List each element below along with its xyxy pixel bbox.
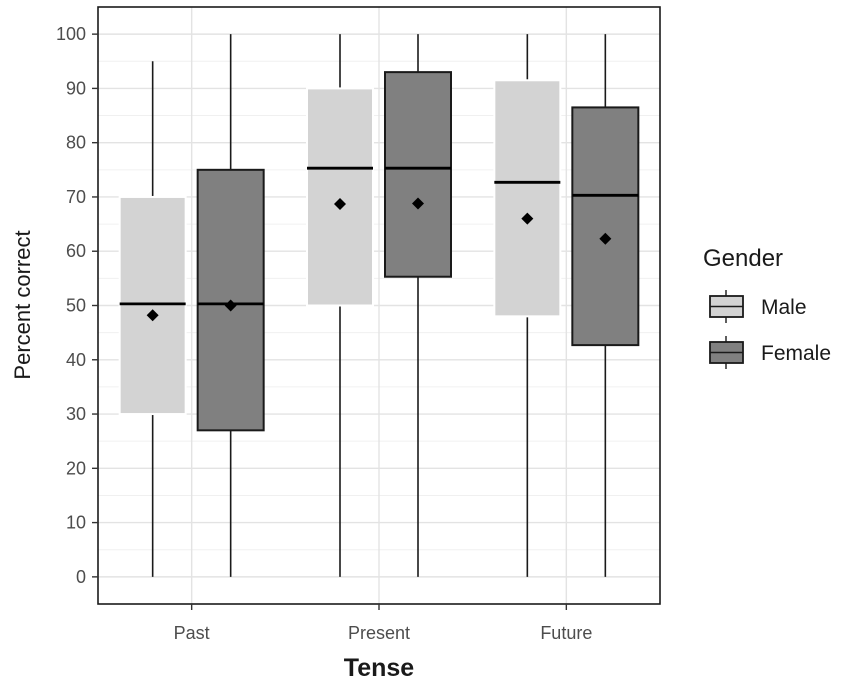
- y-tick-label: 20: [66, 458, 86, 478]
- y-tick-label: 60: [66, 241, 86, 261]
- mean-marker: [412, 197, 424, 210]
- box-series: [118, 34, 640, 577]
- y-tick-label: 70: [66, 187, 86, 207]
- box-body: [306, 87, 374, 307]
- mean-marker: [599, 232, 612, 245]
- box-body: [384, 71, 452, 278]
- legend: Gender Male Female: [703, 245, 831, 369]
- mean-marker: [146, 309, 159, 322]
- box-female-past: [196, 34, 265, 577]
- box-male-future: [493, 34, 562, 577]
- box-body: [571, 106, 640, 347]
- mean-marker: [521, 212, 534, 225]
- y-axis-title: Percent correct: [10, 230, 35, 379]
- legend-keys: Male Female: [709, 290, 831, 369]
- box-body: [118, 195, 187, 416]
- x-tick-label: Past: [174, 623, 210, 643]
- box-male-past: [118, 61, 187, 577]
- y-tick-label: 50: [66, 296, 86, 316]
- legend-title: Gender: [703, 245, 783, 272]
- y-tick-label: 80: [66, 133, 86, 153]
- legend-key-female: Female: [709, 336, 831, 369]
- x-axis: Past Present Future: [174, 604, 592, 643]
- y-tick-label: 0: [76, 567, 86, 587]
- y-axis: 0 10 20 30 40 50 60 70 80 90 100: [56, 24, 98, 587]
- mean-marker: [334, 198, 346, 211]
- y-tick-label: 10: [66, 513, 86, 533]
- box-body: [493, 79, 562, 318]
- y-tick-label: 100: [56, 24, 86, 44]
- legend-label: Female: [761, 342, 831, 365]
- legend-label: Male: [761, 296, 807, 319]
- legend-key-male: Male: [709, 290, 807, 323]
- x-tick-label: Future: [540, 623, 592, 643]
- y-tick-label: 90: [66, 78, 86, 98]
- box-female-future: [571, 34, 640, 577]
- mean-marker: [224, 299, 237, 312]
- box-female-present: [384, 34, 452, 577]
- box-male-present: [306, 34, 374, 577]
- x-tick-label: Present: [348, 623, 410, 643]
- y-tick-label: 40: [66, 350, 86, 370]
- x-axis-title: Tense: [344, 654, 414, 682]
- y-tick-label: 30: [66, 404, 86, 424]
- grid-lines: [98, 7, 660, 604]
